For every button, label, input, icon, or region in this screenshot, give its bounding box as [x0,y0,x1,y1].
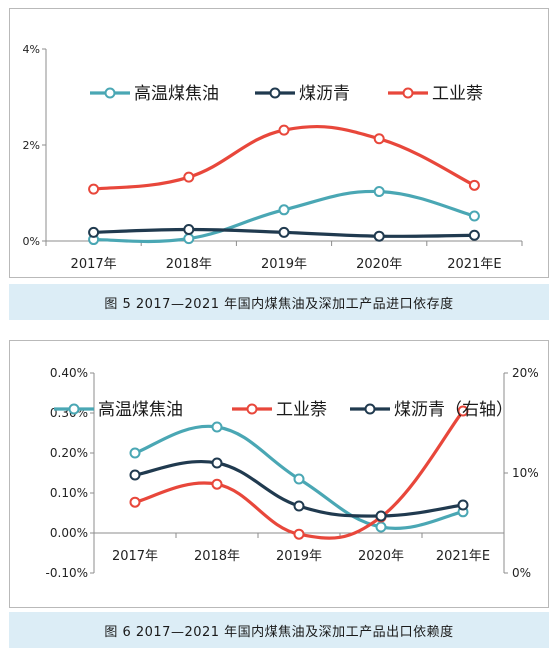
y-tick-label: -0.10% [46,566,88,580]
series-3-point [211,457,223,469]
series-3-point [468,179,480,191]
x-tick-label: 2017年 [112,549,158,564]
chart-1-svg: 0% 2% 4% 2017年 2018年 2019年 2020年 2021年E 高温煤焦油 煤沥青… [23,43,523,272]
legend-label: 高温煤焦油 [134,84,219,104]
figure-6-caption: 图 6 2017—2021 年国内煤焦油及深加工产品出口依赖度 [9,612,549,648]
series-3-point [278,124,290,136]
series-3-point [373,133,385,145]
y-tick-label: 0.10% [50,486,88,500]
series-1-point [293,473,305,485]
x-tick-label: 2018年 [194,549,240,564]
x-tick-label: 2020年 [358,549,404,564]
series-2-point [211,478,223,490]
series-3-point [457,499,469,511]
legend-marker [402,87,414,99]
x-tick-label: 2019年 [276,549,322,564]
legend-marker [269,87,281,99]
series-2-point [293,528,305,540]
legend-label: 工业萘 [432,84,483,104]
series-1-point [211,421,223,433]
legend-label: 煤沥青（右轴） [394,400,513,420]
y2-tick-label: 10% [512,466,539,480]
series-3-point [375,510,387,522]
legend-label: 高温煤焦油 [98,400,183,420]
series-3-point [183,171,195,183]
y-tick-label: 4% [23,43,40,56]
chart-import-dependence: 0% 2% 4% 2017年 2018年 2019年 2020年 2021年E 高温煤焦油 煤沥青… [9,8,549,278]
x-tick-label: 2018年 [166,257,212,272]
series-3-point [293,500,305,512]
x-tick-label: 2017年 [71,257,117,272]
series-2-point [88,226,100,238]
legend-marker [104,87,116,99]
series-1-point [373,186,385,198]
series-2-point [129,496,141,508]
y-tick-label: 0.20% [50,446,88,460]
series-1-point [468,210,480,222]
x-tick-label: 2020年 [356,257,402,272]
legend-label: 工业萘 [276,400,327,420]
y2-tick-label: 0% [512,566,531,580]
x-tick-label: 2019年 [261,257,307,272]
series-1-point [375,521,387,533]
chart-2-svg: -0.10%0.00%0.10%0.20%0.30%0.40%2017年 2018… [46,366,539,580]
series-2-point [373,230,385,242]
series-2-point [457,405,469,417]
legend-marker [364,403,376,415]
y-tick-label: 2% [23,139,40,152]
series-2-point [468,229,480,241]
y-tick-label: 0.00% [50,526,88,540]
figure-5-caption: 图 5 2017—2021 年国内煤焦油及深加工产品进口依存度 [9,284,549,320]
x-tick-label: 2021年E [436,549,490,564]
series-1-point [183,233,195,245]
series-3-line [92,124,476,191]
y2-tick-label: 20% [512,366,539,380]
series-3-point [129,469,141,481]
y-tick-label: 0% [23,235,40,248]
series-2-point [278,226,290,238]
legend-marker [246,403,258,415]
series-1-point [278,204,290,216]
y-tick-label: 0.40% [50,366,88,380]
x-tick-label: 2021年E [447,257,501,272]
series-2-point [183,223,195,235]
series-3-point [88,183,100,195]
series-1-point [129,447,141,459]
legend-label: 煤沥青 [299,84,350,104]
legend-marker [68,403,80,415]
chart-export-dependence: -0.10% 0.00% 0.10% 0.20% 0.30% 0.40% 2017年 2018… [9,340,549,608]
